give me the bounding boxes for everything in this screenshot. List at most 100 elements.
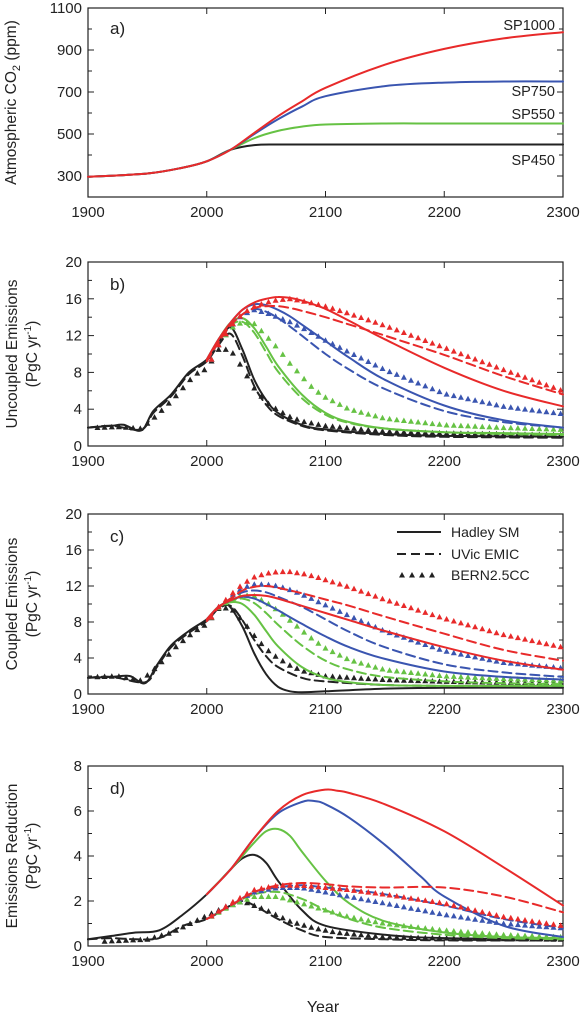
series-marker-sp1000-bern [450, 348, 457, 354]
series-line-sp1000-hadley [205, 788, 564, 907]
series-marker-sp550-bern [465, 674, 471, 680]
series-marker-sp450-bern [187, 376, 194, 383]
legend-marker [399, 572, 405, 578]
y-tick-label: 1100 [50, 0, 82, 17]
series-marker-sp450-bern [286, 662, 293, 668]
x-tick-label: 2100 [309, 453, 342, 470]
plot-frame [87, 765, 564, 947]
series-marker-sp1000-bern [265, 298, 272, 305]
series-marker-sp750-bern [543, 408, 550, 415]
series-marker-sp1000-bern [215, 603, 222, 610]
series-marker-sp550-bern [536, 425, 543, 432]
series-marker-sp450-bern [201, 622, 208, 628]
series-marker-sp1000-bern [237, 313, 243, 319]
series-marker-sp750-bern [486, 918, 493, 924]
series-marker-sp750-bern [258, 308, 265, 314]
series-marker-sp1000-bern [550, 921, 557, 927]
series-marker-sp1000-bern [208, 614, 215, 620]
series-marker-sp1000-bern [422, 609, 429, 615]
series-marker-sp1000-bern [522, 374, 528, 380]
series-marker-sp450-bern [408, 429, 414, 435]
series-marker-sp1000-bern [301, 298, 308, 304]
series-marker-sp450-bern [130, 675, 137, 682]
series-marker-sp550-bern [351, 658, 357, 664]
series-marker-sp750-bern [522, 406, 528, 412]
series-marker-sp1000-bern [529, 918, 536, 924]
y-axis-label: Emissions Reduction [4, 784, 21, 929]
series-marker-sp750-bern [486, 656, 493, 663]
series-marker-sp1000-bern [322, 576, 329, 583]
series-marker-sp550-bern [272, 893, 279, 899]
series-marker-sp1000-bern [386, 598, 393, 604]
y-tick-label: 12 [65, 328, 82, 345]
series-marker-sp750-bern [436, 388, 443, 395]
x-tick-label: 2100 [309, 701, 342, 718]
series-marker-sp450-bern [194, 370, 201, 376]
series-marker-sp1000-bern [429, 611, 436, 618]
series-marker-sp750-bern [351, 614, 357, 621]
series-marker-sp1000-bern [443, 900, 450, 907]
legend-marker [429, 572, 435, 578]
x-tick-label: 2000 [190, 953, 223, 970]
series-marker-sp550-bern [393, 416, 400, 423]
series-marker-sp550-bern [265, 893, 272, 899]
series-marker-sp450-bern [123, 674, 129, 681]
y-tick-label: 8 [74, 758, 82, 775]
y-tick-label: 4 [74, 401, 82, 418]
series-marker-sp550-bern [301, 375, 308, 382]
series-marker-sp1000-bern [272, 882, 279, 889]
series-marker-sp750-bern [500, 659, 507, 665]
series-marker-sp550-bern [429, 925, 436, 932]
series-marker-sp750-bern [315, 598, 322, 605]
series-marker-sp450-bern [115, 937, 122, 944]
series-marker-sp750-bern [493, 401, 500, 408]
series-marker-sp750-bern [457, 394, 464, 400]
series-marker-sp750-bern [507, 921, 514, 927]
series-marker-sp1000-bern [479, 358, 486, 365]
series-marker-sp1000-bern [251, 886, 258, 893]
x-tick-label: 2300 [546, 204, 579, 221]
series-marker-sp450-bern [130, 936, 137, 943]
series-marker-sp1000-bern [493, 364, 500, 370]
series-marker-sp550-bern [514, 932, 521, 938]
series-marker-sp750-bern [322, 337, 329, 343]
series-marker-sp750-bern [351, 894, 357, 900]
series-marker-sp1000-bern [486, 627, 493, 634]
series-marker-sp450-bern [101, 938, 108, 944]
series-marker-sp550-bern [286, 360, 293, 366]
series-marker-sp450-bern [465, 935, 471, 941]
series-marker-sp550-bern [422, 671, 429, 677]
series-marker-sp1000-bern [393, 326, 400, 333]
series-marker-sp1000-bern [557, 922, 564, 928]
series-marker-sp750-bern [372, 898, 379, 904]
series-marker-sp550-bern [315, 905, 322, 911]
series-marker-sp750-bern [343, 348, 350, 354]
series-marker-sp550-bern [514, 676, 521, 682]
x-tick-label: 1900 [71, 953, 104, 970]
series-marker-sp450-bern [400, 934, 407, 940]
series-marker-sp550-bern [237, 320, 243, 326]
series-marker-sp1000-bern [400, 894, 407, 900]
series-marker-sp550-bern [436, 926, 443, 933]
panel-tag: b) [110, 275, 125, 294]
series-marker-sp550-bern [294, 623, 300, 629]
series-line-sp750-hadley [205, 799, 564, 938]
series-marker-sp450-bern [329, 928, 336, 935]
y-tick-label: 300 [57, 168, 82, 185]
series-marker-sp550-bern [251, 320, 258, 327]
series-marker-sp750-bern [500, 403, 507, 409]
series-label-sp1000: SP1000 [503, 18, 555, 34]
series-marker-sp550-bern [507, 424, 514, 431]
series-marker-sp1000-bern [422, 337, 429, 343]
series-marker-sp1000-bern [286, 295, 293, 302]
series-marker-sp550-bern [322, 907, 329, 913]
series-marker-sp550-bern [522, 932, 528, 939]
series-marker-sp750-bern [343, 611, 350, 618]
series-marker-sp550-bern [408, 418, 414, 424]
series-marker-sp450-bern [372, 933, 379, 939]
series-marker-sp450-bern [187, 631, 194, 638]
series-line-sp450-hadley [87, 853, 564, 941]
series-marker-sp1000-bern [429, 340, 436, 346]
series-marker-sp450-bern [94, 424, 101, 430]
series-marker-sp1000-bern [386, 324, 393, 330]
